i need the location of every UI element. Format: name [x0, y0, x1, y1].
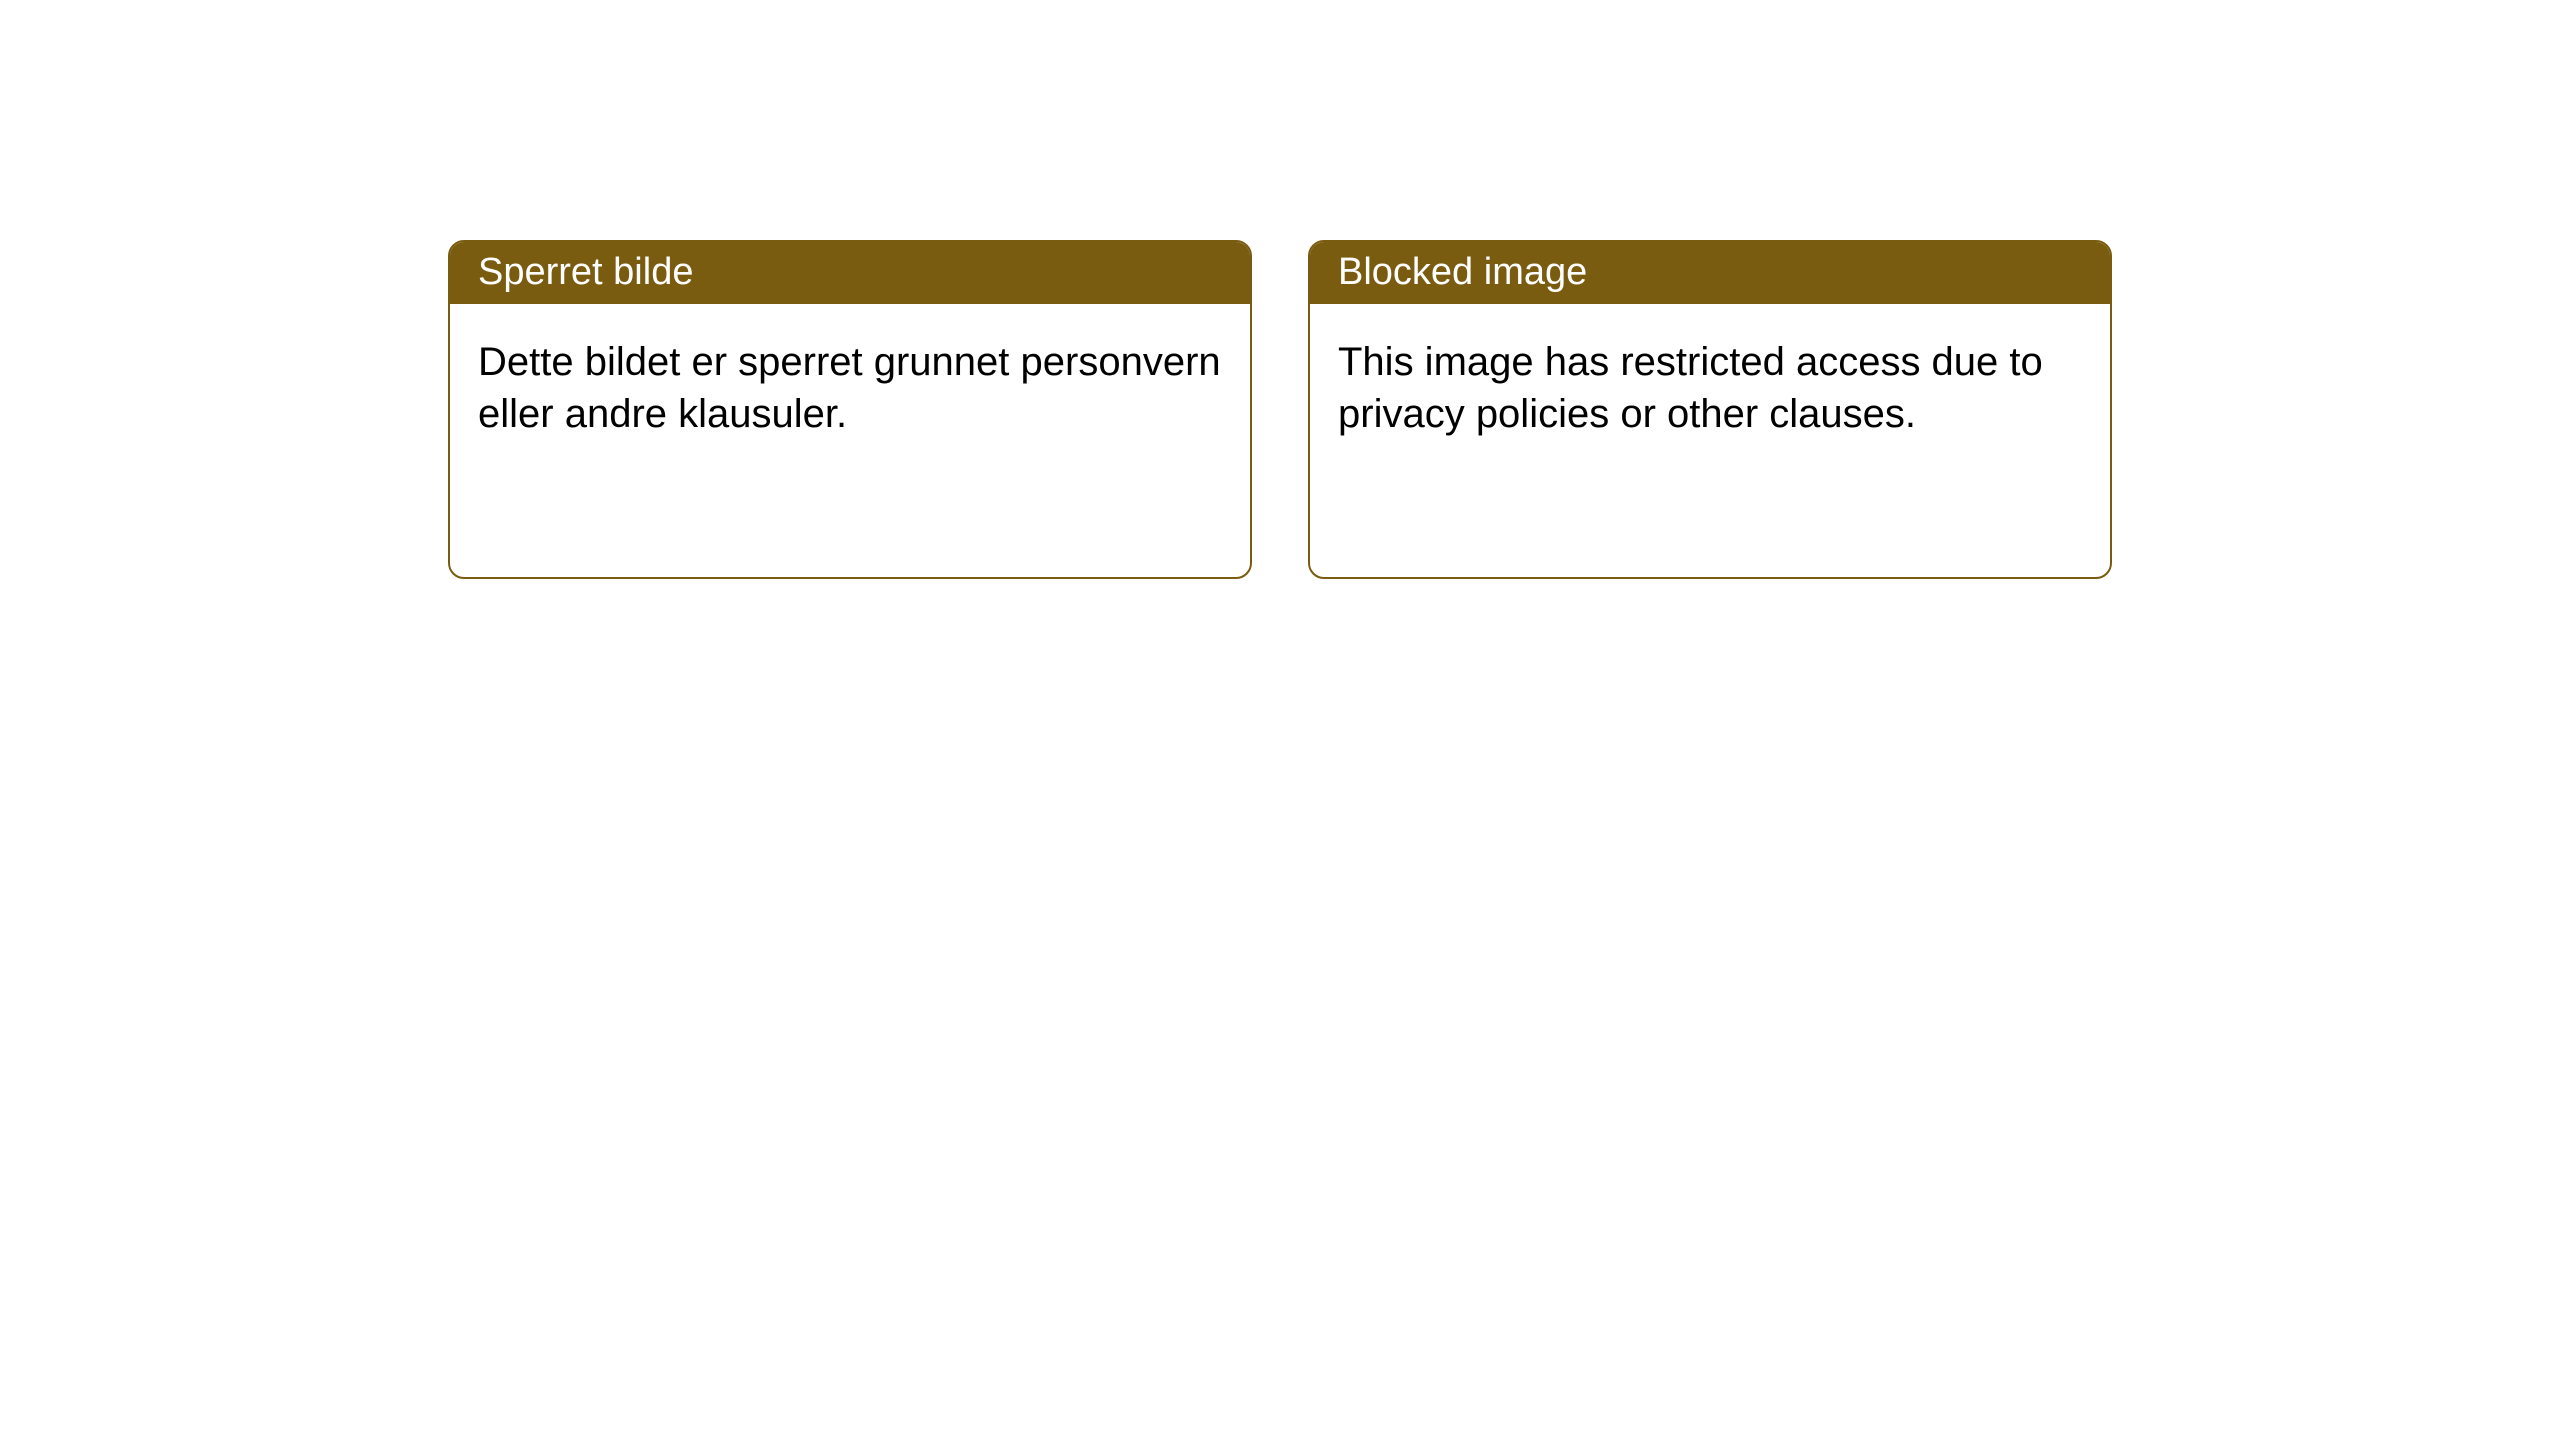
notice-card-english: Blocked image This image has restricted …	[1308, 240, 2112, 579]
notice-card-norwegian: Sperret bilde Dette bildet er sperret gr…	[448, 240, 1252, 579]
card-body: This image has restricted access due to …	[1310, 304, 2110, 472]
card-body-text: This image has restricted access due to …	[1338, 340, 2043, 436]
card-title: Sperret bilde	[478, 251, 693, 293]
card-header: Blocked image	[1310, 242, 2110, 304]
card-body: Dette bildet er sperret grunnet personve…	[450, 304, 1250, 472]
card-title: Blocked image	[1338, 251, 1587, 293]
notice-cards-container: Sperret bilde Dette bildet er sperret gr…	[448, 240, 2112, 579]
card-body-text: Dette bildet er sperret grunnet personve…	[478, 340, 1221, 436]
card-header: Sperret bilde	[450, 242, 1250, 304]
